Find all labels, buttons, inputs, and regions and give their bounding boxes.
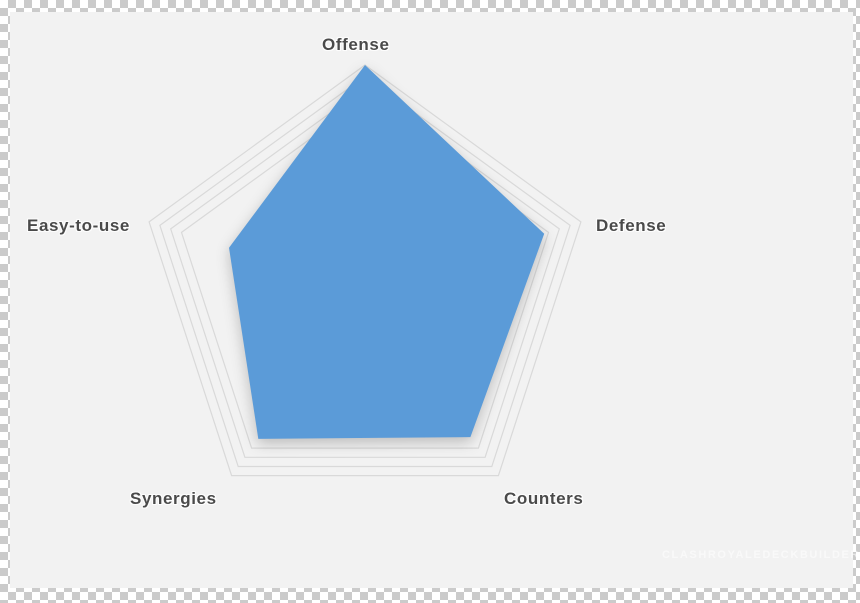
series-polygon <box>229 65 545 439</box>
grid-ring-3 <box>148 64 582 477</box>
axis-label-defense: Defense <box>596 216 667 235</box>
watermark-text: CLASHROYALEDECKBUILDER.COM <box>662 549 860 561</box>
grid-ring-2 <box>159 75 571 468</box>
axis-label-counters: Counters <box>504 489 584 508</box>
axis-label-offense: Offense <box>322 35 390 54</box>
grid-ring-1 <box>169 86 561 458</box>
axis-label-synergies: Synergies <box>130 489 217 508</box>
axis-label-easy-to-use: Easy-to-use <box>27 216 130 235</box>
